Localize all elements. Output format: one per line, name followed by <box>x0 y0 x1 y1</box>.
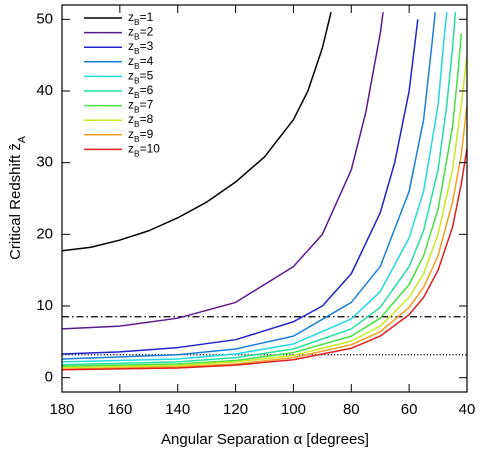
y-axis-label: Critical Redshift ẑA <box>7 136 28 260</box>
x-tick-label: 160 <box>107 401 132 418</box>
legend-label: zB=2 <box>128 25 154 42</box>
series-line <box>62 33 462 367</box>
x-axis-label: Angular Separation α [degrees] <box>161 431 369 448</box>
x-tick-label: 100 <box>281 401 306 418</box>
x-tick-label: 120 <box>223 401 248 418</box>
y-tick-label: 0 <box>45 369 53 386</box>
legend-label: zB=6 <box>128 83 154 100</box>
series-line <box>62 55 467 369</box>
y-tick-label: 20 <box>36 225 53 242</box>
legend-label: zB=7 <box>128 98 154 115</box>
series-line <box>62 12 384 330</box>
legend-label: zB=9 <box>128 127 154 144</box>
legend-label: zB=8 <box>128 112 154 129</box>
x-tick-label: 40 <box>459 401 476 418</box>
x-tick-label: 60 <box>401 401 418 418</box>
y-tick-label: 40 <box>36 82 53 99</box>
plot-area <box>62 11 467 371</box>
plot-frame <box>61 4 468 393</box>
x-tick-label: 180 <box>49 401 74 418</box>
y-tick-label: 30 <box>36 154 53 171</box>
series-line <box>62 148 467 371</box>
legend-label: zB=10 <box>128 142 160 159</box>
legend-label: zB=3 <box>128 39 154 56</box>
y-tick-label: 50 <box>36 10 53 27</box>
x-tick-label: 140 <box>165 401 190 418</box>
series-line <box>62 12 448 363</box>
series-line <box>62 105 467 370</box>
y-tick-label: 10 <box>36 297 53 314</box>
series-line <box>62 19 419 355</box>
x-tick-label: 80 <box>343 401 360 418</box>
legend-label: zB=1 <box>128 10 154 27</box>
series-line <box>62 12 436 360</box>
series-line <box>62 12 457 366</box>
legend-label: zB=5 <box>128 69 154 86</box>
series-line <box>62 11 332 252</box>
legend-label: zB=4 <box>128 54 154 71</box>
